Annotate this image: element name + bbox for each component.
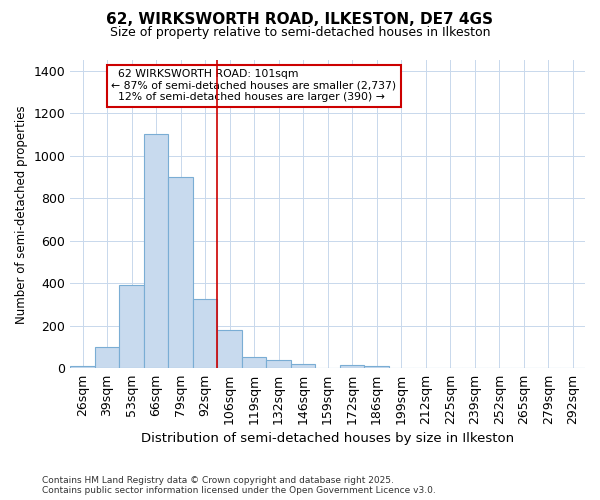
Text: 62 WIRKSWORTH ROAD: 101sqm  
← 87% of semi-detached houses are smaller (2,737)
 : 62 WIRKSWORTH ROAD: 101sqm ← 87% of semi… [112,70,397,102]
Bar [70,366,95,368]
Bar [266,360,291,368]
Bar [364,366,389,368]
Bar [340,365,364,368]
Text: 62, WIRKSWORTH ROAD, ILKESTON, DE7 4GS: 62, WIRKSWORTH ROAD, ILKESTON, DE7 4GS [107,12,493,26]
Bar [217,330,242,368]
Bar [169,177,193,368]
Bar [193,300,217,368]
Text: Contains HM Land Registry data © Crown copyright and database right 2025.
Contai: Contains HM Land Registry data © Crown c… [42,476,436,495]
Bar [119,286,144,368]
X-axis label: Distribution of semi-detached houses by size in Ilkeston: Distribution of semi-detached houses by … [141,432,514,445]
Bar [144,134,169,368]
Y-axis label: Number of semi-detached properties: Number of semi-detached properties [15,105,28,324]
Text: Size of property relative to semi-detached houses in Ilkeston: Size of property relative to semi-detach… [110,26,490,39]
Bar [95,347,119,368]
Bar [242,356,266,368]
Bar [291,364,316,368]
